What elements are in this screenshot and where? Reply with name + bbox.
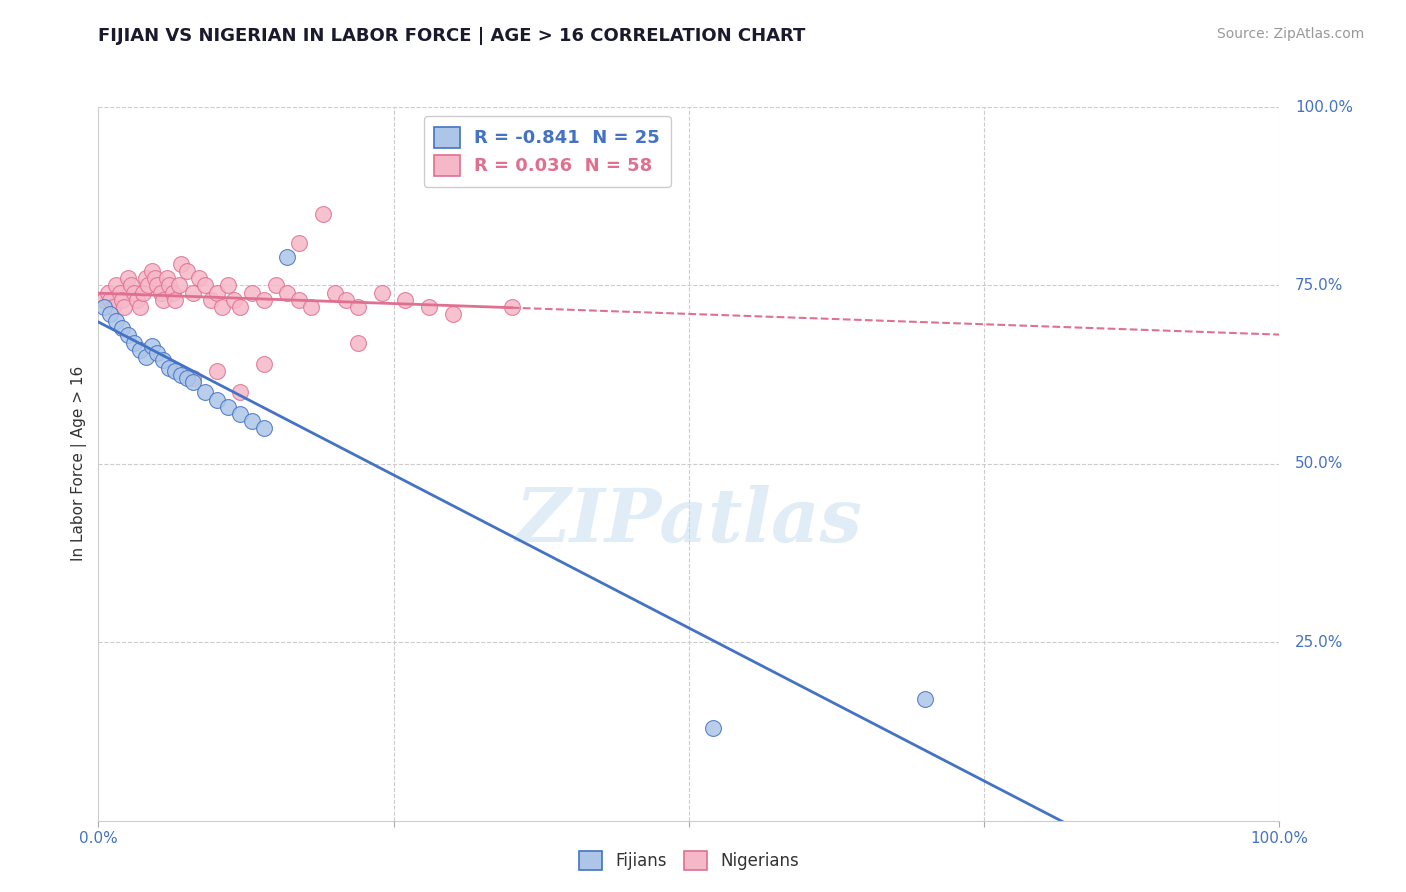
Point	[122, 285, 145, 300]
Point	[108, 285, 131, 300]
Point	[211, 300, 233, 314]
Point	[141, 339, 163, 353]
Point	[135, 271, 157, 285]
Point	[128, 300, 150, 314]
Point	[135, 350, 157, 364]
Point	[441, 307, 464, 321]
Point	[394, 293, 416, 307]
Point	[418, 300, 440, 314]
Point	[187, 271, 209, 285]
Point	[162, 285, 184, 300]
Text: Source: ZipAtlas.com: Source: ZipAtlas.com	[1216, 27, 1364, 41]
Point	[253, 357, 276, 371]
Point	[157, 278, 180, 293]
Point	[200, 293, 222, 307]
Point	[170, 257, 193, 271]
Point	[105, 278, 128, 293]
Point	[240, 414, 263, 428]
Point	[194, 278, 217, 293]
Point	[205, 392, 228, 407]
Point	[371, 285, 394, 300]
Point	[97, 285, 120, 300]
Point	[253, 421, 276, 435]
Point	[224, 293, 246, 307]
Point	[299, 300, 322, 314]
Point	[146, 278, 169, 293]
Point	[312, 207, 335, 221]
Legend: Fijians, Nigerians: Fijians, Nigerians	[572, 844, 806, 877]
Point	[181, 375, 204, 389]
Point	[98, 293, 121, 307]
Text: 25.0%: 25.0%	[1295, 635, 1343, 649]
Point	[98, 307, 121, 321]
Text: ZIPatlas: ZIPatlas	[516, 484, 862, 558]
Point	[914, 692, 936, 706]
Point	[121, 278, 143, 293]
Point	[150, 285, 173, 300]
Point	[229, 407, 252, 421]
Point	[194, 385, 217, 400]
Point	[288, 293, 311, 307]
Point	[117, 271, 139, 285]
Point	[165, 364, 187, 378]
Point	[143, 271, 166, 285]
Point	[181, 285, 204, 300]
Point	[205, 285, 228, 300]
Point	[217, 400, 239, 414]
Point	[253, 293, 276, 307]
Point	[93, 300, 115, 314]
Point	[229, 300, 252, 314]
Point	[132, 285, 155, 300]
Y-axis label: In Labor Force | Age > 16: In Labor Force | Age > 16	[72, 367, 87, 561]
Point	[347, 335, 370, 350]
Point	[146, 346, 169, 360]
Point	[347, 300, 370, 314]
Text: 75.0%: 75.0%	[1295, 278, 1343, 293]
Point	[128, 343, 150, 357]
Point	[205, 364, 228, 378]
Point	[176, 371, 198, 385]
Point	[136, 278, 159, 293]
Point	[276, 250, 298, 264]
Point	[157, 360, 180, 375]
Point	[111, 293, 134, 307]
Point	[112, 300, 135, 314]
Point	[288, 235, 311, 250]
Point	[156, 271, 179, 285]
Point	[105, 314, 128, 328]
Point	[93, 293, 115, 307]
Point	[702, 721, 724, 735]
Point	[152, 293, 174, 307]
Point	[229, 385, 252, 400]
Point	[176, 264, 198, 278]
Point	[101, 300, 124, 314]
Point	[152, 353, 174, 368]
Point	[167, 278, 190, 293]
Text: 50.0%: 50.0%	[1295, 457, 1343, 471]
Point	[181, 371, 204, 385]
Point	[127, 293, 149, 307]
Point	[217, 278, 239, 293]
Point	[165, 293, 187, 307]
Point	[501, 300, 523, 314]
Text: FIJIAN VS NIGERIAN IN LABOR FORCE | AGE > 16 CORRELATION CHART: FIJIAN VS NIGERIAN IN LABOR FORCE | AGE …	[98, 27, 806, 45]
Point	[276, 285, 298, 300]
Point	[111, 321, 134, 335]
Point	[264, 278, 287, 293]
Point	[117, 328, 139, 343]
Text: 100.0%: 100.0%	[1295, 100, 1353, 114]
Point	[122, 335, 145, 350]
Point	[335, 293, 357, 307]
Point	[141, 264, 163, 278]
Point	[170, 368, 193, 382]
Point	[240, 285, 263, 300]
Point	[323, 285, 346, 300]
